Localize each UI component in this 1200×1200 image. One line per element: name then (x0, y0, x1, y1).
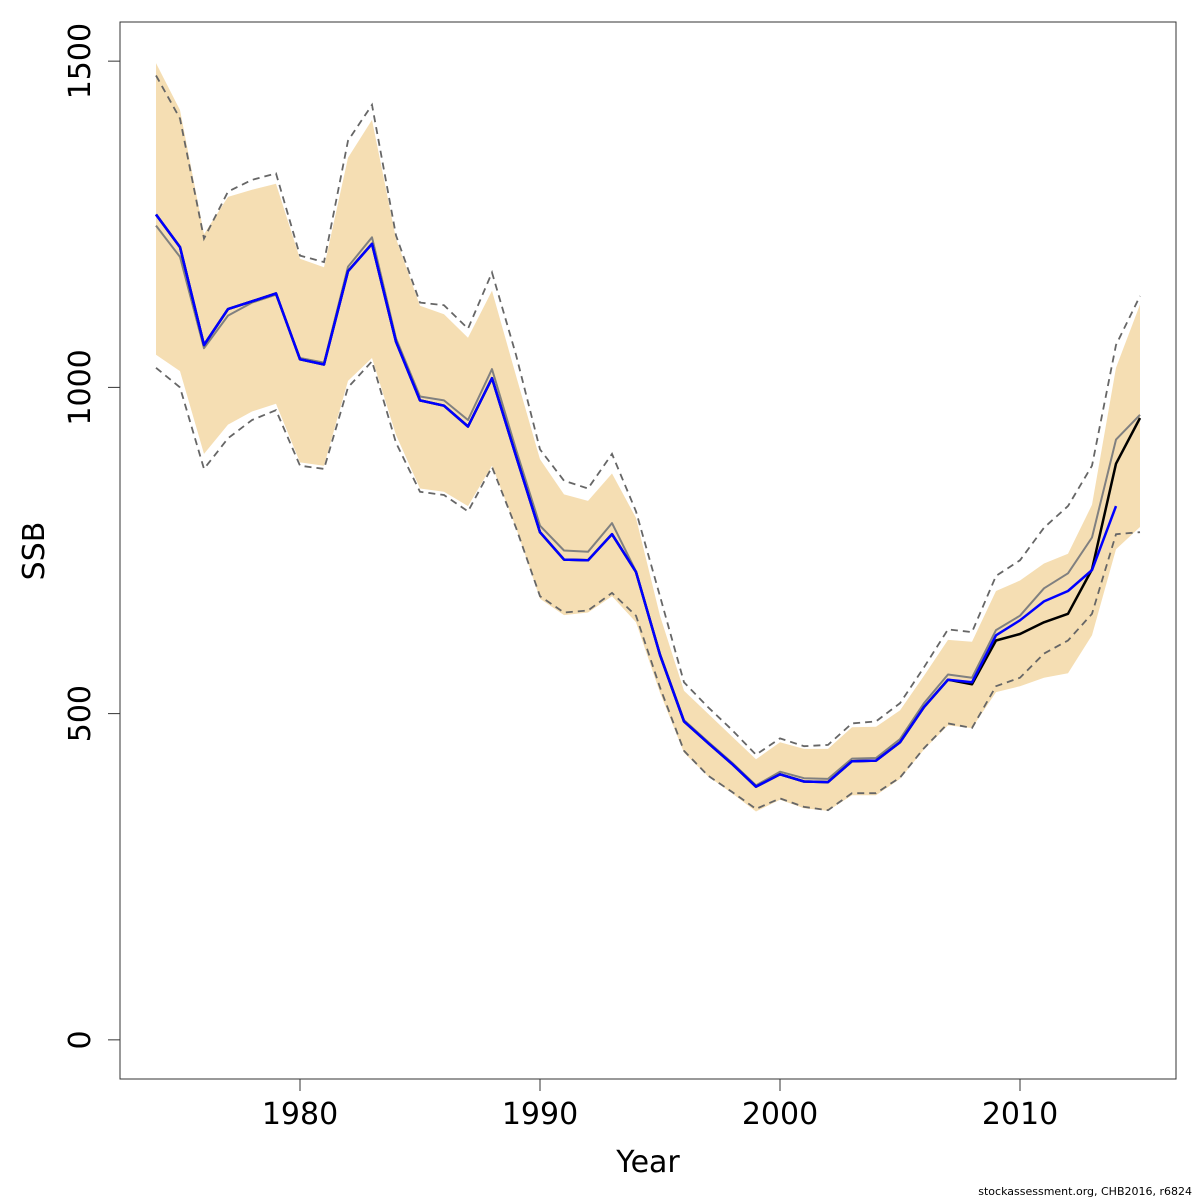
lower-dashed-line (155, 359, 1141, 812)
x-axis: 1980 1990 2000 2010 (262, 1079, 1058, 1132)
x-tick-label: 2010 (982, 1097, 1058, 1132)
previous-interval-lines (155, 75, 1141, 812)
x-tick-label: 2000 (742, 1097, 818, 1132)
x-tick-label: 1990 (502, 1097, 578, 1132)
previous-ssb-line (154, 213, 1118, 788)
y-axis-title: SSB (17, 522, 52, 581)
y-tick-label: 1500 (63, 23, 98, 99)
footnote: stockassessment.org, CHB2016, r6824 (978, 1185, 1192, 1198)
ssb-series (154, 213, 1142, 788)
upper-dashed-line (155, 75, 1141, 756)
x-axis-title: Year (615, 1145, 680, 1180)
y-tick-label: 500 (63, 685, 98, 742)
x-tick-label: 1980 (262, 1097, 338, 1132)
y-axis: 0 500 1000 1500 (63, 23, 120, 1049)
plot-frame (119, 21, 1177, 1080)
y-tick-label: 0 (63, 1030, 98, 1049)
y-tick-label: 1000 (63, 349, 98, 425)
